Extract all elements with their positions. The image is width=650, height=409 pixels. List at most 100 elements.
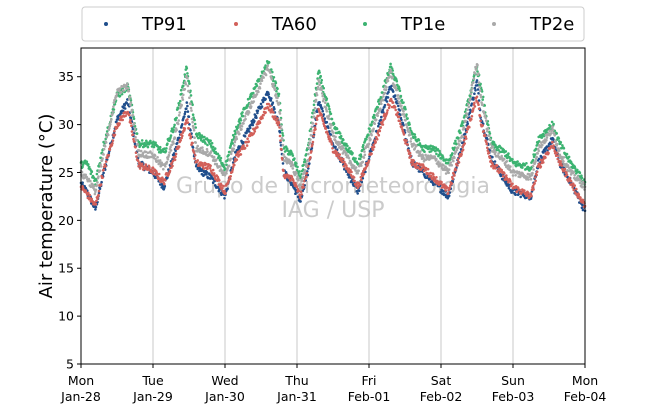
data-point (372, 127, 375, 131)
data-point (101, 157, 104, 160)
data-point (495, 164, 499, 167)
data-point (387, 73, 390, 77)
data-point (433, 155, 437, 158)
data-point (295, 185, 299, 189)
data-point (238, 132, 241, 136)
data-point (532, 155, 536, 159)
data-point (184, 82, 188, 86)
data-point (413, 133, 417, 136)
data-point (297, 178, 300, 182)
data-point (385, 100, 389, 103)
data-point (185, 66, 189, 70)
data-point (511, 182, 514, 186)
data-point (523, 163, 527, 167)
data-point (102, 153, 105, 156)
data-point (495, 148, 498, 152)
data-point (188, 82, 191, 85)
y-axis: 5 10 15 20 25 30 35 (58, 69, 81, 372)
grid-lines (152, 48, 514, 364)
data-point (190, 109, 193, 112)
data-point (130, 124, 133, 128)
data-point (491, 145, 495, 149)
data-point (276, 87, 279, 91)
data-point (188, 123, 191, 126)
data-point (362, 172, 366, 176)
x-tick-label-date: Feb-01 (348, 389, 391, 404)
data-point (518, 188, 521, 192)
data-point (285, 147, 289, 150)
data-point (300, 193, 303, 196)
y-axis-title: Air temperature (°C) (36, 114, 57, 299)
data-point (373, 116, 377, 119)
data-point (523, 189, 526, 192)
data-point (457, 161, 461, 164)
data-point (189, 135, 193, 138)
data-point (341, 141, 344, 144)
data-point (191, 113, 195, 116)
data-point (473, 105, 477, 108)
data-point (473, 101, 476, 105)
data-point (562, 156, 566, 159)
data-point (222, 184, 225, 188)
data-point (248, 102, 252, 106)
data-point (247, 111, 251, 114)
data-point (454, 150, 458, 154)
data-point (415, 144, 418, 148)
data-point (327, 126, 330, 130)
data-point (266, 106, 270, 110)
data-point (477, 81, 481, 84)
data-point (302, 163, 306, 167)
data-point (493, 160, 497, 163)
data-point (527, 178, 530, 181)
data-point (338, 142, 342, 145)
data-point (464, 119, 468, 123)
data-point (252, 100, 256, 103)
data-point (278, 134, 282, 138)
data-point (211, 181, 215, 184)
data-point (372, 113, 376, 117)
data-point (398, 119, 402, 123)
data-point (89, 172, 93, 176)
data-point (110, 118, 113, 121)
data-point (124, 114, 127, 118)
data-point (436, 148, 440, 151)
data-point (406, 143, 409, 146)
data-point (399, 113, 402, 117)
data-point (291, 167, 295, 170)
data-point (519, 195, 522, 199)
data-point (210, 141, 214, 145)
data-point (398, 109, 402, 112)
data-point (150, 169, 153, 172)
data-point (270, 78, 274, 81)
data-point (174, 155, 177, 158)
data-point (243, 115, 247, 118)
data-point (196, 159, 199, 162)
data-point (378, 129, 382, 133)
data-point (352, 176, 356, 179)
data-point (441, 156, 445, 159)
data-point (391, 69, 395, 72)
data-point (312, 115, 316, 118)
data-point (336, 143, 340, 146)
data-point (255, 84, 259, 88)
data-point (104, 165, 107, 168)
data-point (300, 179, 304, 183)
data-point (360, 178, 363, 182)
data-point (554, 140, 557, 143)
data-point (180, 136, 183, 140)
data-point (188, 96, 191, 99)
data-point (481, 124, 485, 127)
data-point (450, 182, 454, 185)
data-point (408, 130, 411, 134)
data-point (415, 162, 419, 165)
data-point (306, 158, 310, 162)
data-point (477, 72, 480, 75)
data-point (85, 175, 89, 179)
data-point (377, 124, 380, 128)
data-point (132, 117, 136, 120)
data-point (179, 139, 182, 142)
data-point (143, 141, 147, 145)
data-point (183, 115, 186, 118)
data-point (169, 145, 172, 149)
data-point (497, 148, 500, 152)
